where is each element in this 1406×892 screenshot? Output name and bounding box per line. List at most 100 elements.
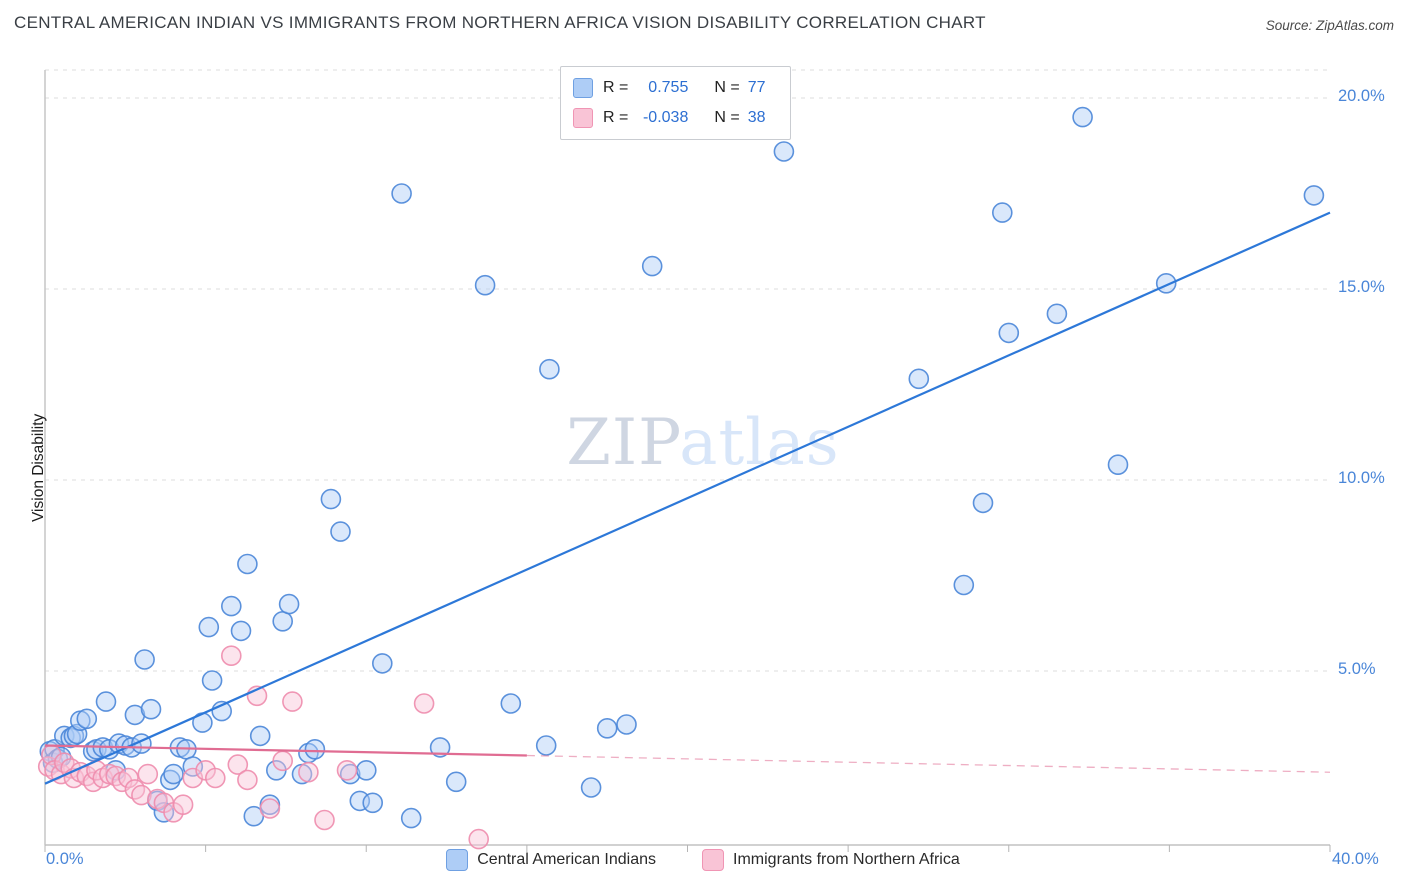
- point-central-american-indians: [163, 763, 184, 785]
- legend-swatch-pink: [573, 108, 593, 128]
- n-label: N =: [714, 79, 740, 96]
- point-central-american-indians: [304, 738, 326, 760]
- point-central-american-indians: [1046, 303, 1068, 325]
- point-central-american-indians: [596, 717, 618, 739]
- chart-title: CENTRAL AMERICAN INDIAN VS IMMIGRANTS FR…: [14, 13, 986, 32]
- point-central-american-indians: [429, 737, 451, 758]
- point-central-american-indians: [160, 769, 181, 791]
- stats-row-blue: R = 0.755 N = 77: [573, 76, 774, 100]
- trend-line-extension-immigrants-northern-africa: [526, 754, 1331, 773]
- point-central-american-indians: [221, 595, 242, 617]
- source-attribution: Source: ZipAtlas.com: [1265, 18, 1394, 33]
- point-immigrants-northern-africa: [172, 794, 194, 816]
- point-central-american-indians: [773, 141, 795, 162]
- legend-label: Central American Indians: [477, 851, 657, 868]
- point-central-american-indians: [355, 759, 377, 781]
- point-central-american-indians: [182, 756, 204, 777]
- y-tick-label-10: 10.0%: [1338, 469, 1385, 487]
- point-immigrants-northern-africa: [76, 765, 98, 787]
- point-central-american-indians: [445, 771, 467, 793]
- point-central-american-indians: [95, 691, 117, 712]
- legend-item-immigrants-northern-africa: Immigrants from Northern Africa: [702, 849, 960, 871]
- point-central-american-indians: [66, 723, 88, 745]
- point-immigrants-northern-africa: [298, 761, 319, 783]
- point-central-american-indians: [134, 649, 155, 670]
- point-central-american-indians: [1072, 106, 1093, 128]
- point-immigrants-northern-africa: [227, 754, 249, 775]
- point-central-american-indians: [371, 653, 393, 674]
- point-central-american-indians: [140, 698, 162, 720]
- point-central-american-indians: [535, 735, 557, 756]
- trend-line-central-american-indians: [44, 211, 1331, 785]
- point-immigrants-northern-africa: [37, 756, 59, 777]
- point-central-american-indians: [998, 322, 1020, 344]
- point-central-american-indians: [249, 725, 271, 747]
- legend-label: Immigrants from Northern Africa: [733, 851, 960, 868]
- point-central-american-indians: [1107, 454, 1129, 476]
- point-central-american-indians: [616, 714, 637, 735]
- point-immigrants-northern-africa: [468, 828, 490, 850]
- point-central-american-indians: [972, 492, 994, 514]
- point-central-american-indians: [272, 610, 294, 632]
- point-immigrants-northern-africa: [314, 809, 335, 831]
- point-central-american-indians: [349, 790, 371, 812]
- y-axis-label: Vision Disability: [30, 413, 47, 522]
- point-central-american-indians: [991, 202, 1013, 223]
- point-central-american-indians: [237, 553, 258, 575]
- point-immigrants-northern-africa: [54, 752, 75, 774]
- point-central-american-indians: [339, 763, 361, 785]
- point-central-american-indians: [953, 574, 975, 596]
- n-label: N =: [714, 109, 740, 126]
- point-central-american-indians: [320, 488, 342, 510]
- point-immigrants-northern-africa: [118, 767, 139, 789]
- legend-item-central-american-indians: Central American Indians: [446, 849, 656, 871]
- point-central-american-indians: [278, 593, 300, 615]
- point-immigrants-northern-africa: [205, 767, 226, 789]
- point-immigrants-northern-africa: [282, 691, 303, 712]
- n-value-blue: 77: [747, 79, 766, 96]
- point-immigrants-northern-africa: [413, 693, 435, 714]
- point-immigrants-northern-africa: [182, 767, 204, 789]
- point-central-american-indians: [474, 274, 496, 296]
- point-central-american-indians: [580, 777, 602, 798]
- trend-line-immigrants-northern-africa: [44, 744, 527, 757]
- x-tick-label-max: 40.0%: [1332, 850, 1379, 868]
- r-value-pink: -0.038: [642, 109, 689, 126]
- point-central-american-indians: [908, 368, 930, 390]
- legend-swatch-blue: [446, 849, 469, 871]
- r-label: R =: [603, 79, 629, 96]
- point-central-american-indians: [330, 521, 351, 542]
- r-value-blue: 0.755: [648, 79, 689, 96]
- point-central-american-indians: [76, 708, 98, 730]
- point-immigrants-northern-africa: [272, 750, 294, 772]
- point-central-american-indians: [391, 183, 412, 204]
- point-immigrants-northern-africa: [131, 784, 152, 806]
- point-immigrants-northern-africa: [237, 769, 258, 791]
- point-central-american-indians: [641, 255, 663, 277]
- point-immigrants-northern-africa: [336, 759, 358, 781]
- point-central-american-indians: [400, 807, 422, 829]
- legend-swatch-blue: [573, 78, 593, 98]
- y-tick-label-5: 5.0%: [1338, 660, 1376, 678]
- point-immigrants-northern-africa: [124, 779, 146, 800]
- y-tick-label-15: 15.0%: [1338, 278, 1385, 296]
- point-immigrants-northern-africa: [259, 798, 281, 819]
- bottom-legend: Central American Indians Immigrants from…: [0, 849, 1406, 871]
- point-immigrants-northern-africa: [221, 645, 242, 667]
- point-central-american-indians: [1303, 185, 1325, 206]
- point-central-american-indians: [198, 616, 220, 638]
- point-immigrants-northern-africa: [111, 771, 133, 793]
- point-central-american-indians: [362, 792, 384, 814]
- point-central-american-indians: [500, 693, 522, 714]
- point-central-american-indians: [230, 620, 252, 642]
- point-immigrants-northern-africa: [105, 765, 126, 787]
- point-central-american-indians: [201, 670, 223, 691]
- stats-legend: R = 0.755 N = 77 R = -0.038 N = 38: [560, 66, 791, 140]
- point-central-american-indians: [539, 358, 560, 380]
- x-tick-label-min: 0.0%: [46, 850, 84, 868]
- point-immigrants-northern-africa: [137, 763, 159, 785]
- legend-swatch-pink: [702, 849, 725, 871]
- r-label: R =: [603, 109, 629, 126]
